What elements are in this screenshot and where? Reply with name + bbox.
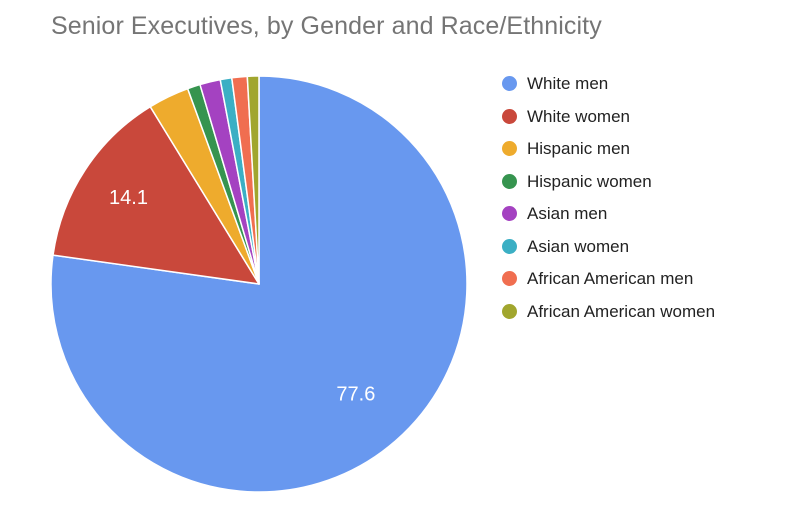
legend-label: White men: [527, 74, 609, 93]
legend-label: Asian women: [527, 236, 630, 256]
legend-item-white-women[interactable]: White women: [502, 105, 792, 130]
legend-label: African American men: [527, 269, 694, 288]
legend-swatch-icon: [502, 238, 517, 254]
legend-item-african-american-men[interactable]: African American men: [502, 267, 792, 292]
legend-swatch-icon: [502, 303, 517, 319]
legend-swatch-icon: [502, 141, 517, 156]
legend-item-asian-men[interactable]: Asian men: [502, 202, 792, 227]
legend-swatch-icon: [502, 108, 517, 124]
legend-label: Hispanic women: [527, 171, 652, 191]
chart-title: Senior Executives, by Gender and Race/Et…: [51, 12, 602, 40]
legend-swatch-icon: [502, 206, 517, 221]
legend-item-hispanic-men[interactable]: Hispanic men: [502, 137, 792, 162]
legend-label: White women: [527, 106, 630, 126]
legend: White men White women Hispanic men Hispanic…: [502, 72, 792, 332]
pie-slice-white-women: [52, 105, 260, 285]
legend-swatch-icon: [502, 76, 517, 91]
legend-swatch-icon: [502, 271, 517, 286]
data-label-white-men: 77.6: [336, 384, 375, 406]
legend-item-african-american-women[interactable]: African American women: [502, 300, 792, 325]
legend-label: Hispanic men: [527, 139, 630, 158]
legend-item-hispanic-women[interactable]: Hispanic women: [502, 170, 792, 195]
data-label-white-women: 14.1: [109, 187, 148, 209]
legend-swatch-icon: [502, 173, 517, 189]
legend-label: Asian men: [527, 204, 608, 223]
legend-item-white-men[interactable]: White men: [502, 72, 792, 97]
legend-label: African American women: [527, 301, 716, 321]
legend-item-asian-women[interactable]: Asian women: [502, 235, 792, 260]
pie-slice-african-american-women: [246, 75, 260, 285]
